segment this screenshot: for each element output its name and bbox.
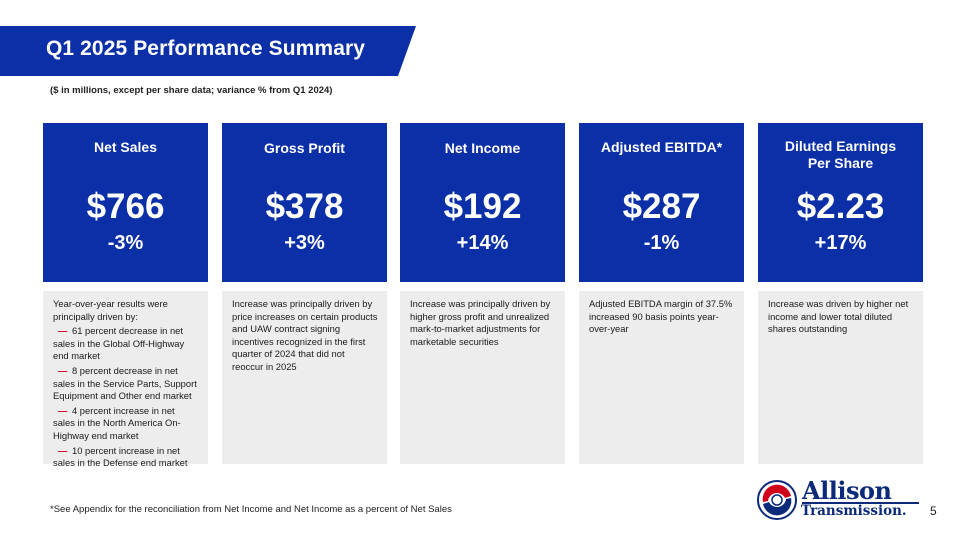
metric-value: $766 — [86, 187, 165, 226]
metric-variance: -1% — [643, 232, 680, 254]
metric-label: Net Sales — [93, 139, 158, 155]
metric-card-adjusted-ebitda: Adjusted EBITDA* $287 -1% Adjusted EBITD… — [579, 123, 744, 464]
dash-icon: — — [58, 444, 68, 456]
metric-label: Adjusted EBITDA* — [600, 139, 723, 155]
metric-value: $2.23 — [796, 187, 885, 226]
metric-commentary: Increase was driven by higher net income… — [758, 291, 923, 464]
metric-value: $287 — [622, 187, 701, 226]
dash-icon: — — [58, 364, 68, 376]
allison-transmission-logo: Allison Transmission. — [757, 478, 922, 522]
commentary-text: Increase was principally driven by price… — [232, 298, 378, 372]
logo-wordmark-transmission: Transmission. — [801, 503, 907, 519]
bullet-text: 61 percent decrease in net sales in the … — [53, 325, 185, 362]
bullet-text: 4 percent increase in net sales in the N… — [53, 404, 181, 441]
commentary-text: Increase was driven by higher net income… — [768, 298, 909, 335]
metric-variance: +14% — [456, 232, 509, 254]
commentary-bullet: — 61 percent decrease in net sales in th… — [53, 325, 199, 363]
metric-label: Net Income — [444, 140, 521, 156]
title-banner-shape — [0, 26, 416, 76]
bullet-text: 10 percent increase in net sales in the … — [53, 444, 188, 469]
commentary-bullet: — 4 percent increase in net sales in the… — [53, 405, 199, 443]
metric-label: Diluted Earnings Per Share — [784, 138, 897, 171]
dash-icon: — — [58, 404, 68, 416]
metric-variance: +3% — [284, 232, 325, 254]
metric-variance: -3% — [107, 232, 144, 254]
metric-commentary: Increase was principally driven by price… — [222, 291, 387, 464]
page-number: 5 — [930, 504, 937, 518]
metric-panel: Adjusted EBITDA* $287 -1% — [579, 123, 744, 282]
metric-card-diluted-eps: Diluted Earnings Per Share $2.23 +17% In… — [758, 123, 923, 464]
metric-card-net-income: Net Income $192 +14% Increase was princi… — [400, 123, 565, 464]
metric-commentary: Year-over-year results were principally … — [43, 291, 208, 468]
logo-divider — [802, 502, 919, 504]
metric-panel: Net Income $192 +14% — [400, 123, 565, 282]
metric-panel: Diluted Earnings Per Share $2.23 +17% — [758, 123, 923, 282]
page-title: Q1 2025 Performance Summary — [46, 37, 366, 60]
bullet-text: 8 percent decrease in net sales in the S… — [53, 364, 197, 402]
metric-value: $378 — [265, 187, 344, 226]
commentary-bullet: — 8 percent decrease in net sales in the… — [53, 365, 199, 403]
commentary-text: Adjusted EBITDA margin of 37.5% increase… — [589, 298, 733, 335]
page-subtitle: ($ in millions, except per share data; v… — [50, 85, 333, 96]
metric-card-net-sales: Net Sales $766 -3% Year-over-year result… — [43, 123, 208, 468]
metric-card-gross-profit: Gross Profit $378 +3% Increase was princ… — [222, 123, 387, 464]
metric-panel: Net Sales $766 -3% — [43, 123, 208, 282]
allison-emblem-icon — [757, 480, 797, 520]
metric-commentary: Adjusted EBITDA margin of 37.5% increase… — [579, 291, 744, 464]
commentary-text: Increase was principally driven by highe… — [410, 298, 551, 347]
metric-commentary: Increase was principally driven by highe… — [400, 291, 565, 464]
commentary-intro: Year-over-year results were principally … — [53, 298, 168, 322]
logo-wordmark-allison: Allison — [802, 476, 892, 505]
metric-panel: Gross Profit $378 +3% — [222, 123, 387, 282]
metric-label: Gross Profit — [264, 140, 345, 156]
footnote: *See Appendix for the reconciliation fro… — [50, 504, 452, 515]
commentary-bullet: — 10 percent increase in net sales in th… — [53, 445, 199, 470]
metric-value: $192 — [443, 187, 522, 226]
dash-icon: — — [58, 325, 68, 337]
title-banner: Q1 2025 Performance Summary — [0, 26, 416, 76]
metric-variance: +17% — [814, 232, 867, 254]
